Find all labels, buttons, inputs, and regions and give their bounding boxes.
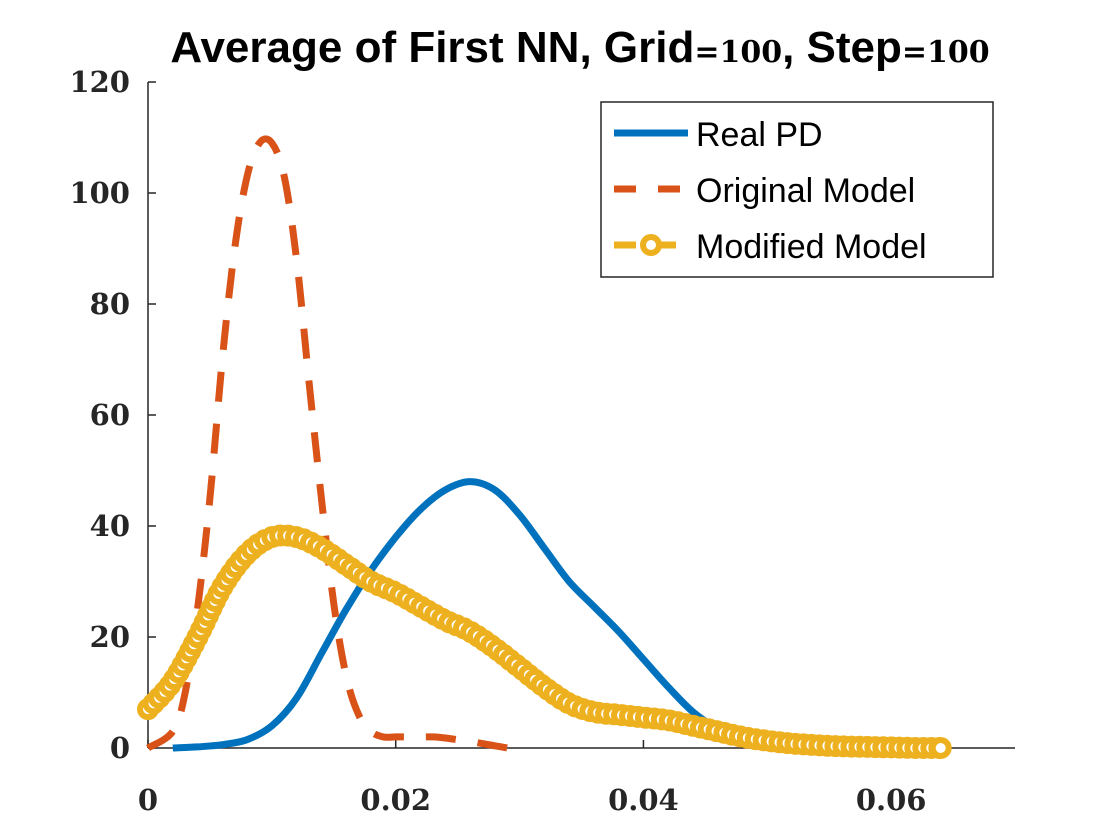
- title-step-op: =: [902, 35, 927, 70]
- legend-label-original-model: Original Model: [696, 172, 915, 210]
- title-grid-op: =: [694, 35, 719, 70]
- x-tick-label: 0.04: [608, 783, 679, 817]
- series-original-model-line: [146, 135, 508, 752]
- y-tick-label: 20: [90, 620, 130, 654]
- y-tick-label: 40: [90, 509, 130, 543]
- legend: Real PD Original Model Modified Model: [600, 101, 994, 278]
- series-modified-model-marker: [929, 737, 952, 759]
- legend-label-real-pd: Real PD: [696, 116, 823, 154]
- x-tick-label: 0.02: [360, 783, 431, 817]
- title-main: Average of First NN, Grid: [170, 23, 694, 72]
- chart-title: Average of First NN, Grid=100, Step=100: [170, 23, 989, 72]
- legend-label-modified-model: Modified Model: [696, 228, 927, 266]
- title-step-value: 100: [927, 35, 990, 70]
- y-tick-label: 0: [110, 731, 130, 765]
- x-tick-label: 0.06: [856, 783, 927, 817]
- y-tick-label: 120: [69, 65, 130, 99]
- y-tick-label: 60: [90, 398, 130, 432]
- y-tick-label: 100: [69, 176, 130, 210]
- plot-area: [137, 135, 952, 759]
- x-tick-label: 0: [138, 783, 158, 817]
- title-separator: , Step: [782, 23, 902, 72]
- title-grid-value: 100: [719, 35, 782, 70]
- legend-marker-modified-model: [640, 234, 662, 256]
- y-tick-label: 80: [90, 287, 130, 321]
- tick-labels: 0 0.02 0.04 0.06 0 20 40 60 80 100 120: [69, 65, 926, 817]
